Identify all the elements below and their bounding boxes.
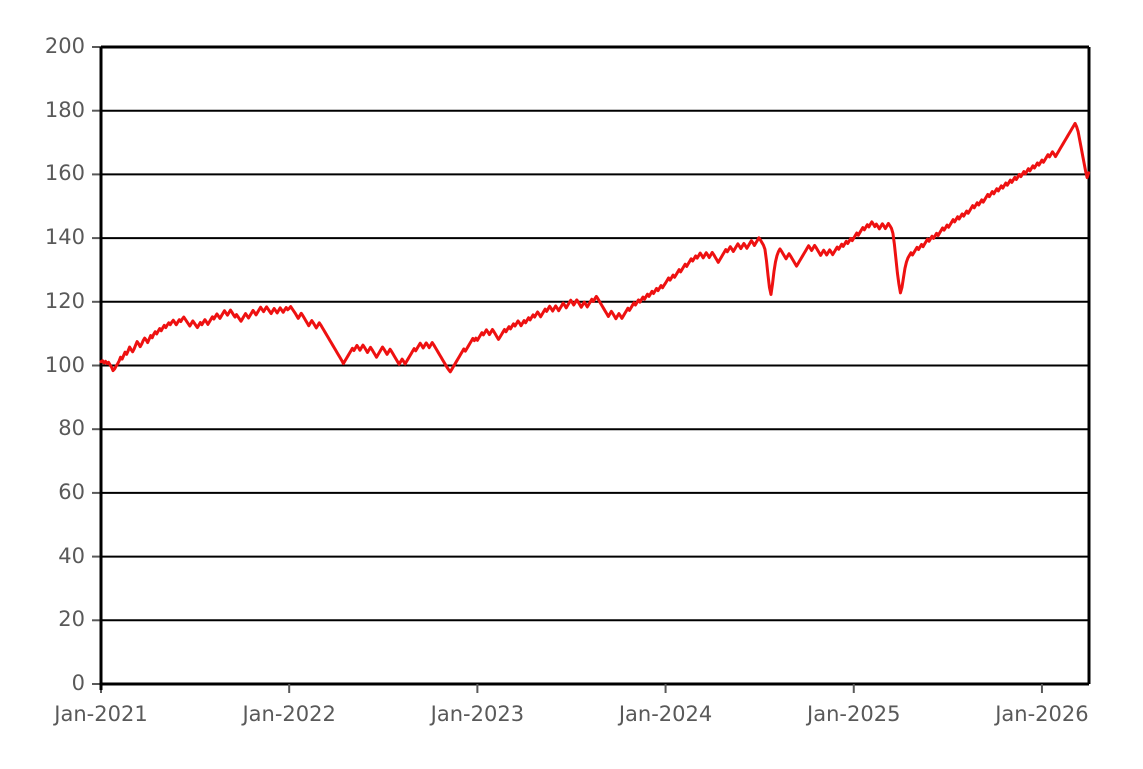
x-tick-label: Jan-2026	[995, 702, 1089, 726]
y-tick-label: 100	[44, 352, 85, 377]
y-tick-label: 80	[58, 416, 85, 441]
y-tick-label: 60	[58, 479, 85, 504]
y-tick-label: 140	[44, 225, 85, 250]
y-tick-label: 200	[44, 34, 85, 58]
y-tick-label: 0	[71, 671, 85, 695]
gridlines-group	[101, 45, 1091, 686]
y-tick-label: 40	[58, 543, 85, 568]
x-tick-label: Jan-2022	[242, 702, 336, 726]
x-tick-label: Jan-2023	[430, 702, 525, 726]
x-tick-label: Jan-2024	[618, 702, 713, 726]
y-tick-label: 180	[44, 97, 85, 122]
x-tick-label: Jan-2021	[54, 702, 148, 726]
y-tick-label: 160	[44, 161, 85, 186]
data-series-line	[99, 121, 1091, 374]
x-tick-label: Jan-2025	[807, 702, 901, 726]
y-tick-label: 120	[44, 288, 85, 313]
y-tick-label: 20	[58, 607, 85, 632]
